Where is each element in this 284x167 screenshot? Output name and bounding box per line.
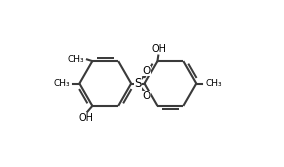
Text: S: S bbox=[134, 77, 141, 90]
Text: OH: OH bbox=[152, 44, 167, 54]
Text: OH: OH bbox=[78, 113, 93, 123]
Text: O: O bbox=[142, 91, 151, 101]
Text: CH₃: CH₃ bbox=[67, 55, 84, 64]
Text: CH₃: CH₃ bbox=[54, 79, 70, 88]
Text: CH₃: CH₃ bbox=[205, 79, 222, 88]
Text: O: O bbox=[142, 66, 151, 76]
